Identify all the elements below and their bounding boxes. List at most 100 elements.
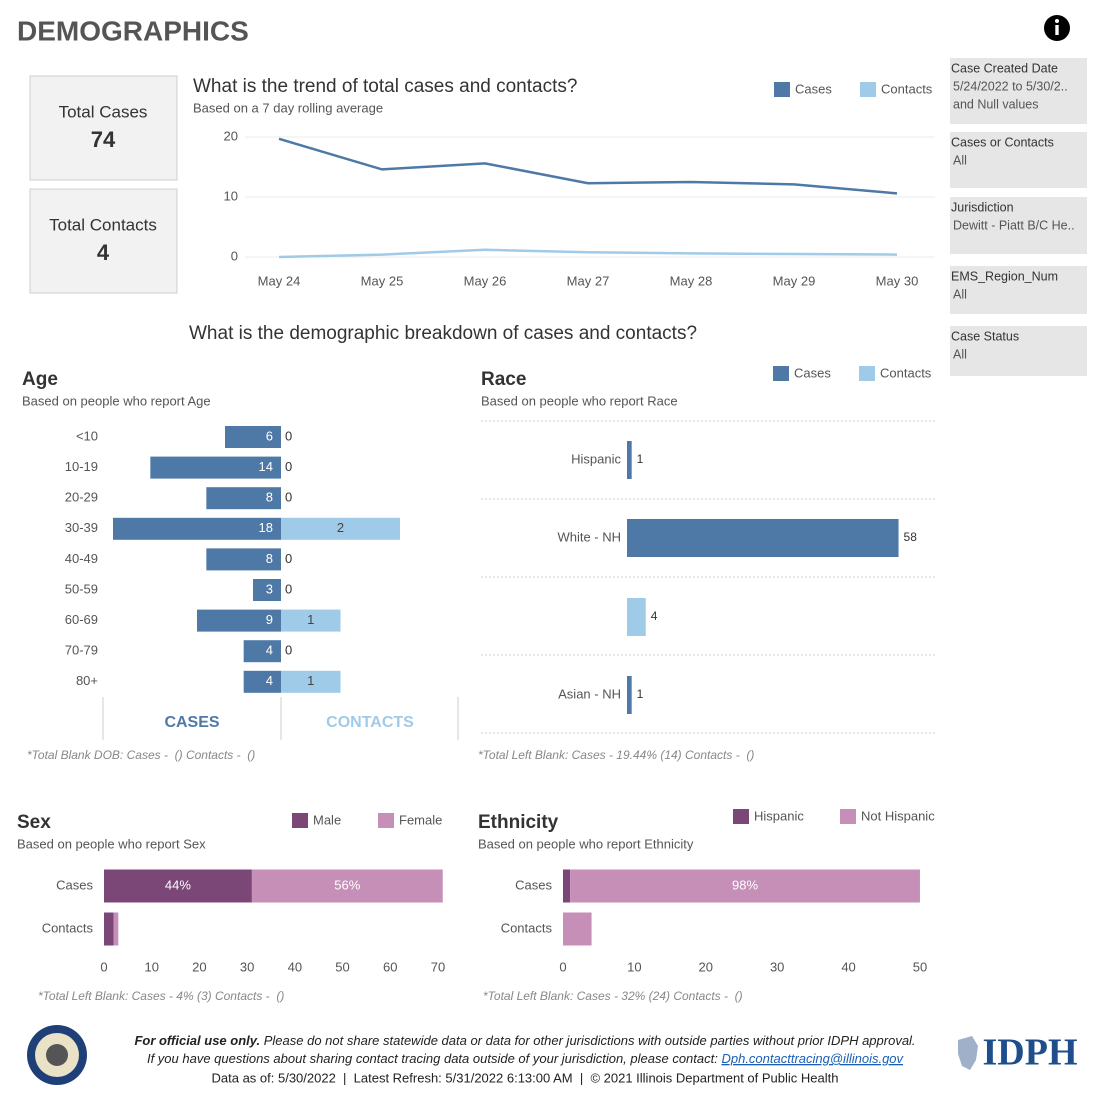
category-label: 60-69 — [65, 612, 98, 627]
bar — [627, 598, 646, 636]
value-label: 1 — [637, 452, 644, 466]
chart-note: *Total Left Blank: Cases - 4% (3) Contac… — [38, 989, 284, 1003]
x-tick-label: 10 — [627, 959, 641, 974]
filter-value: 5/24/2022 to 5/30/2.. — [953, 79, 1068, 93]
x-tick-label: May 30 — [876, 273, 919, 288]
x-tick-label: May 29 — [773, 273, 816, 288]
page-title: DEMOGRAPHICS — [17, 15, 249, 46]
seal-eagle — [46, 1044, 68, 1066]
x-tick-label: May 28 — [670, 273, 713, 288]
line-series — [278, 248, 898, 259]
filter-box[interactable] — [950, 266, 1087, 314]
kpi-value: 74 — [91, 127, 116, 152]
chart-note: *Total Left Blank: Cases - 19.44% (14) C… — [478, 748, 754, 762]
category-label: 50-59 — [65, 581, 98, 596]
value-label: 0 — [285, 551, 292, 566]
kpi-label: Total Contacts — [49, 215, 157, 234]
legend-swatch — [292, 813, 308, 828]
info-dot — [1055, 19, 1059, 23]
value-label: 58 — [904, 530, 918, 544]
footer-link[interactable]: Dph.contacttracing@illinois.gov — [721, 1051, 904, 1066]
y-tick-label: 10 — [224, 188, 238, 203]
category-label: White - NH — [557, 529, 621, 544]
category-label: Cases — [515, 877, 552, 892]
legend-swatch — [774, 82, 790, 97]
chart-title: Age — [22, 369, 58, 390]
value-label: 9 — [266, 612, 273, 627]
filter-value: All — [953, 347, 967, 361]
bar — [243, 670, 281, 693]
legend-label: Cases — [795, 81, 832, 96]
bar-segment — [563, 912, 592, 946]
value-label: 2 — [337, 520, 344, 535]
x-tick-label: 50 — [335, 959, 349, 974]
share-label: 56% — [334, 877, 360, 892]
filter-value: and Null values — [953, 97, 1038, 111]
chart-title: Sex — [17, 812, 51, 833]
value-label: 8 — [266, 490, 273, 505]
filter-box[interactable] — [950, 326, 1087, 376]
legend-label: Contacts — [880, 365, 932, 380]
legend-swatch — [860, 82, 876, 97]
filter-box[interactable] — [950, 58, 1087, 124]
legend-label: Contacts — [881, 81, 933, 96]
x-tick-label: 20 — [699, 959, 713, 974]
value-label: 0 — [285, 490, 292, 505]
filter-label: EMS_Region_Num — [951, 269, 1058, 283]
category-label: 40-49 — [65, 551, 98, 566]
chart-title: What is the trend of total cases and con… — [193, 76, 577, 97]
category-label: Contacts — [501, 920, 553, 935]
seal — [27, 1025, 87, 1085]
bar-segment — [570, 869, 920, 903]
bar — [281, 609, 341, 632]
footer-text: Please do not share statewide data or da… — [260, 1033, 915, 1048]
chart-note: *Total Left Blank: Cases - 32% (24) Cont… — [483, 989, 743, 1003]
chart-title: Ethnicity — [478, 812, 559, 833]
value-label: 0 — [285, 428, 292, 443]
bar — [627, 676, 632, 714]
value-label: 1 — [307, 612, 314, 627]
bar-segment — [113, 912, 119, 946]
filter-value: All — [953, 153, 967, 167]
axis-label: CONTACTS — [326, 714, 414, 731]
category-label: 20-29 — [65, 490, 98, 505]
x-tick-label: 70 — [431, 959, 445, 974]
category-label: Hispanic — [571, 451, 621, 466]
category-label: Cases — [56, 877, 93, 892]
bar — [197, 609, 281, 632]
bar-segment — [563, 869, 571, 903]
category-label: 70-79 — [65, 643, 98, 658]
bar — [113, 517, 281, 540]
category-label: Contacts — [42, 920, 94, 935]
x-tick-label: 30 — [770, 959, 784, 974]
filter-label: Case Created Date — [951, 61, 1058, 75]
x-tick-label: May 25 — [361, 273, 404, 288]
legend-label: Female — [399, 812, 442, 827]
chart-subtitle: Based on people who report Sex — [17, 836, 206, 851]
section-title: What is the demographic breakdown of cas… — [189, 323, 697, 344]
footer-line-2: If you have questions about sharing cont… — [147, 1051, 905, 1066]
line-series — [278, 137, 898, 195]
value-label: 4 — [266, 643, 273, 658]
filter-box[interactable] — [950, 197, 1087, 254]
bar — [206, 548, 281, 571]
chart-subtitle: Based on people who report Age — [22, 393, 211, 408]
share-label: 98% — [732, 877, 758, 892]
legend-label: Hispanic — [754, 808, 804, 823]
filter-box[interactable] — [950, 132, 1087, 188]
value-label: 1 — [307, 673, 314, 688]
idph-logo: IDPH — [983, 1032, 1078, 1074]
chart-subtitle: Based on people who report Race — [481, 393, 678, 408]
value-label: 14 — [259, 459, 273, 474]
x-tick-label: 20 — [192, 959, 206, 974]
kpi-card — [29, 188, 178, 294]
bar-segment — [104, 912, 114, 946]
x-tick-label: 10 — [144, 959, 158, 974]
chart-subtitle: Based on a 7 day rolling average — [193, 100, 383, 115]
bar — [253, 579, 281, 601]
legend-swatch — [773, 366, 789, 381]
info-icon[interactable] — [1044, 15, 1070, 41]
bar — [281, 517, 400, 540]
bar-segment — [251, 869, 443, 903]
